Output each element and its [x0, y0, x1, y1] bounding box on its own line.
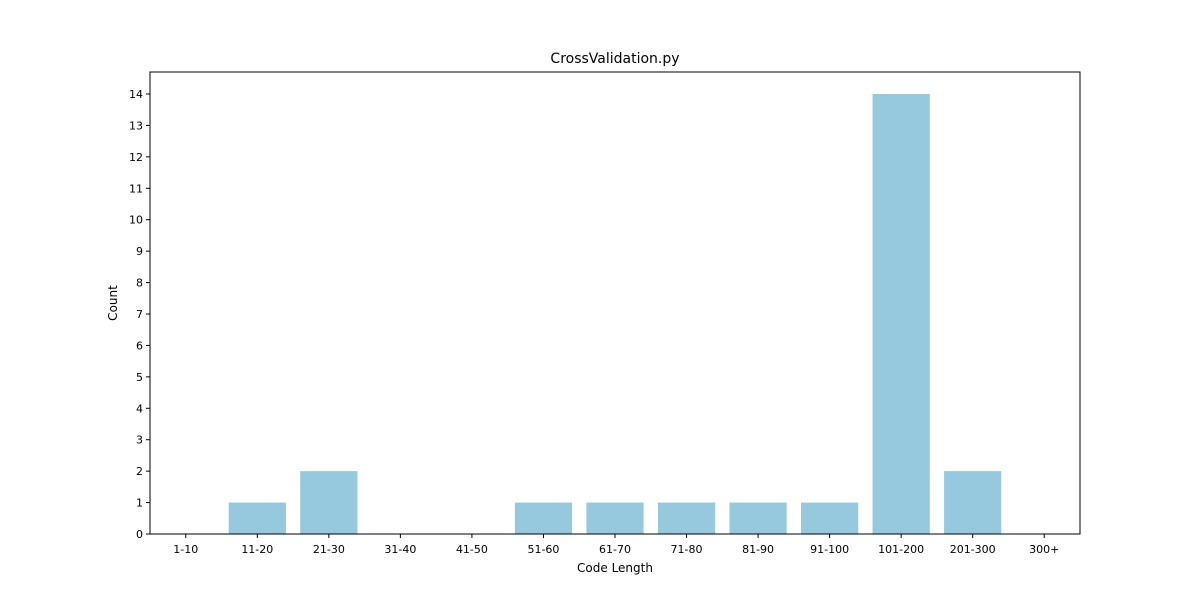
x-tick-label: 101-200	[878, 543, 924, 556]
y-tick-label: 4	[136, 402, 143, 415]
bar-71-80	[657, 502, 716, 534]
y-tick-label: 2	[136, 465, 143, 478]
x-tick-label: 201-300	[950, 543, 996, 556]
y-tick-label: 0	[136, 528, 143, 541]
x-axis-label: Code Length	[577, 561, 653, 575]
bar-101-200	[872, 94, 930, 534]
x-axis: 1-10 11-20 21-30 31-40 41-50 51-60 61-70 71-80 8…	[173, 534, 1059, 556]
y-tick-label: 7	[136, 308, 143, 321]
x-tick-label: 300+	[1029, 543, 1059, 556]
y-tick-label: 9	[136, 245, 143, 258]
bar-61-70	[586, 502, 644, 534]
y-tick-label: 8	[136, 277, 143, 290]
bar-201-300	[944, 471, 1002, 534]
x-tick-label: 11-20	[241, 543, 273, 556]
bar-91-100	[801, 502, 859, 534]
x-tick-label: 51-60	[527, 543, 559, 556]
y-tick-label: 6	[136, 339, 143, 352]
y-tick-label: 1	[136, 497, 143, 510]
x-tick-label: 41-50	[456, 543, 488, 556]
bar-21-30	[300, 471, 358, 534]
x-tick-label: 71-80	[671, 543, 703, 556]
y-tick-label: 3	[136, 434, 143, 447]
y-axis-label: Count	[106, 285, 120, 321]
x-tick-label: 91-100	[810, 543, 849, 556]
y-tick-label: 14	[129, 88, 143, 101]
x-tick-label: 31-40	[384, 543, 416, 556]
y-tick-label: 5	[136, 371, 143, 384]
chart-title: CrossValidation.py	[550, 51, 679, 67]
y-tick-label: 13	[129, 119, 143, 132]
x-tick-label: 61-70	[599, 543, 631, 556]
bar-11-20	[228, 502, 286, 534]
x-tick-label: 21-30	[313, 543, 345, 556]
bar-51-60	[514, 502, 573, 534]
y-tick-label: 10	[129, 214, 143, 227]
x-tick-label: 81-90	[742, 543, 774, 556]
bar-81-90	[729, 502, 787, 534]
y-tick-label: 12	[129, 151, 143, 164]
plot-frame	[149, 71, 1081, 535]
bars-group	[228, 94, 1002, 534]
x-tick-label: 1-10	[173, 543, 198, 556]
y-tick-label: 11	[129, 182, 143, 195]
